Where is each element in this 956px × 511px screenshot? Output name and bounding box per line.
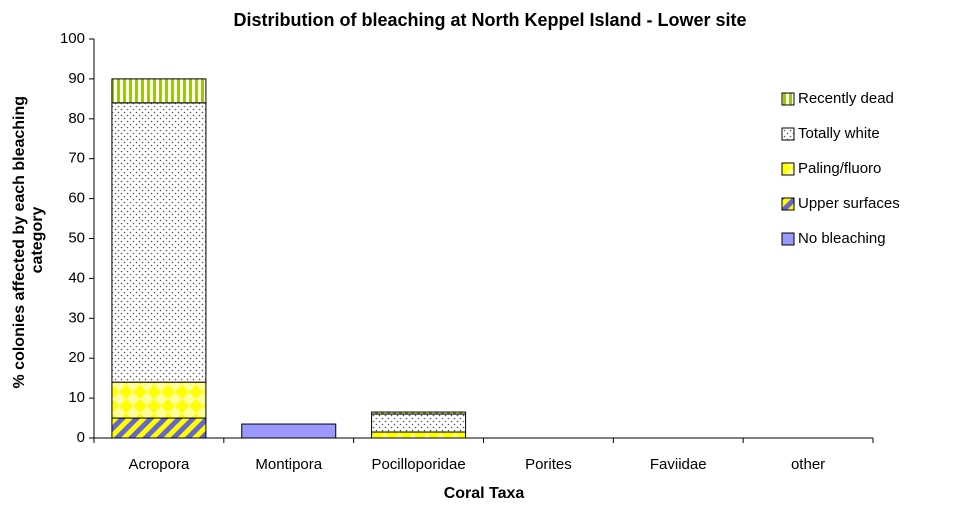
y-tick-label: 0 [77, 429, 85, 446]
y-axis-title-line: category [29, 207, 46, 274]
y-tick-label: 60 [68, 190, 85, 207]
bar-segment [111, 102, 207, 383]
legend-label: No bleaching [798, 230, 886, 247]
legend-swatch [781, 197, 795, 211]
legend-swatch [781, 162, 795, 176]
y-tick-label: 80 [68, 110, 85, 127]
x-axis-title: Coral Taxa [444, 485, 525, 502]
y-tick-label: 70 [68, 150, 85, 167]
y-tick-label: 50 [68, 229, 85, 246]
y-tick-label: 90 [68, 70, 85, 87]
y-tick-label: 30 [68, 309, 85, 326]
bar-segment [371, 431, 467, 439]
y-axis-title: % colonies affected by each bleaching ca… [11, 92, 46, 389]
legend-swatch [781, 232, 795, 246]
x-tick-label: other [791, 456, 825, 473]
y-axis-title-line: % colonies affected by each bleaching [11, 96, 28, 389]
legend-swatch [781, 127, 795, 141]
bar-segment [241, 423, 337, 439]
y-tick-label: 40 [68, 269, 85, 286]
bar-segment [111, 78, 207, 104]
legend-label: Recently dead [798, 90, 894, 107]
legend-swatch [781, 92, 795, 106]
y-tick-label: 100 [60, 30, 85, 47]
y-tick-label: 20 [68, 349, 85, 366]
bar-segment [371, 413, 467, 433]
x-tick-label: Pocilloporidae [371, 456, 465, 473]
chart-title: Distribution of bleaching at North Keppe… [233, 10, 746, 30]
x-tick-label: Porites [525, 456, 572, 473]
bar-segment [371, 411, 467, 415]
legend-label: Totally white [798, 125, 880, 142]
legend-label: Paling/fluoro [798, 160, 881, 177]
x-tick-label: Montipora [255, 456, 322, 473]
x-tick-label: Faviidae [650, 456, 707, 473]
y-tick-label: 10 [68, 389, 85, 406]
bar-segment [111, 417, 207, 439]
legend-label: Upper surfaces [798, 195, 900, 212]
bar-segment [111, 381, 207, 419]
x-tick-label: Acropora [128, 456, 190, 473]
